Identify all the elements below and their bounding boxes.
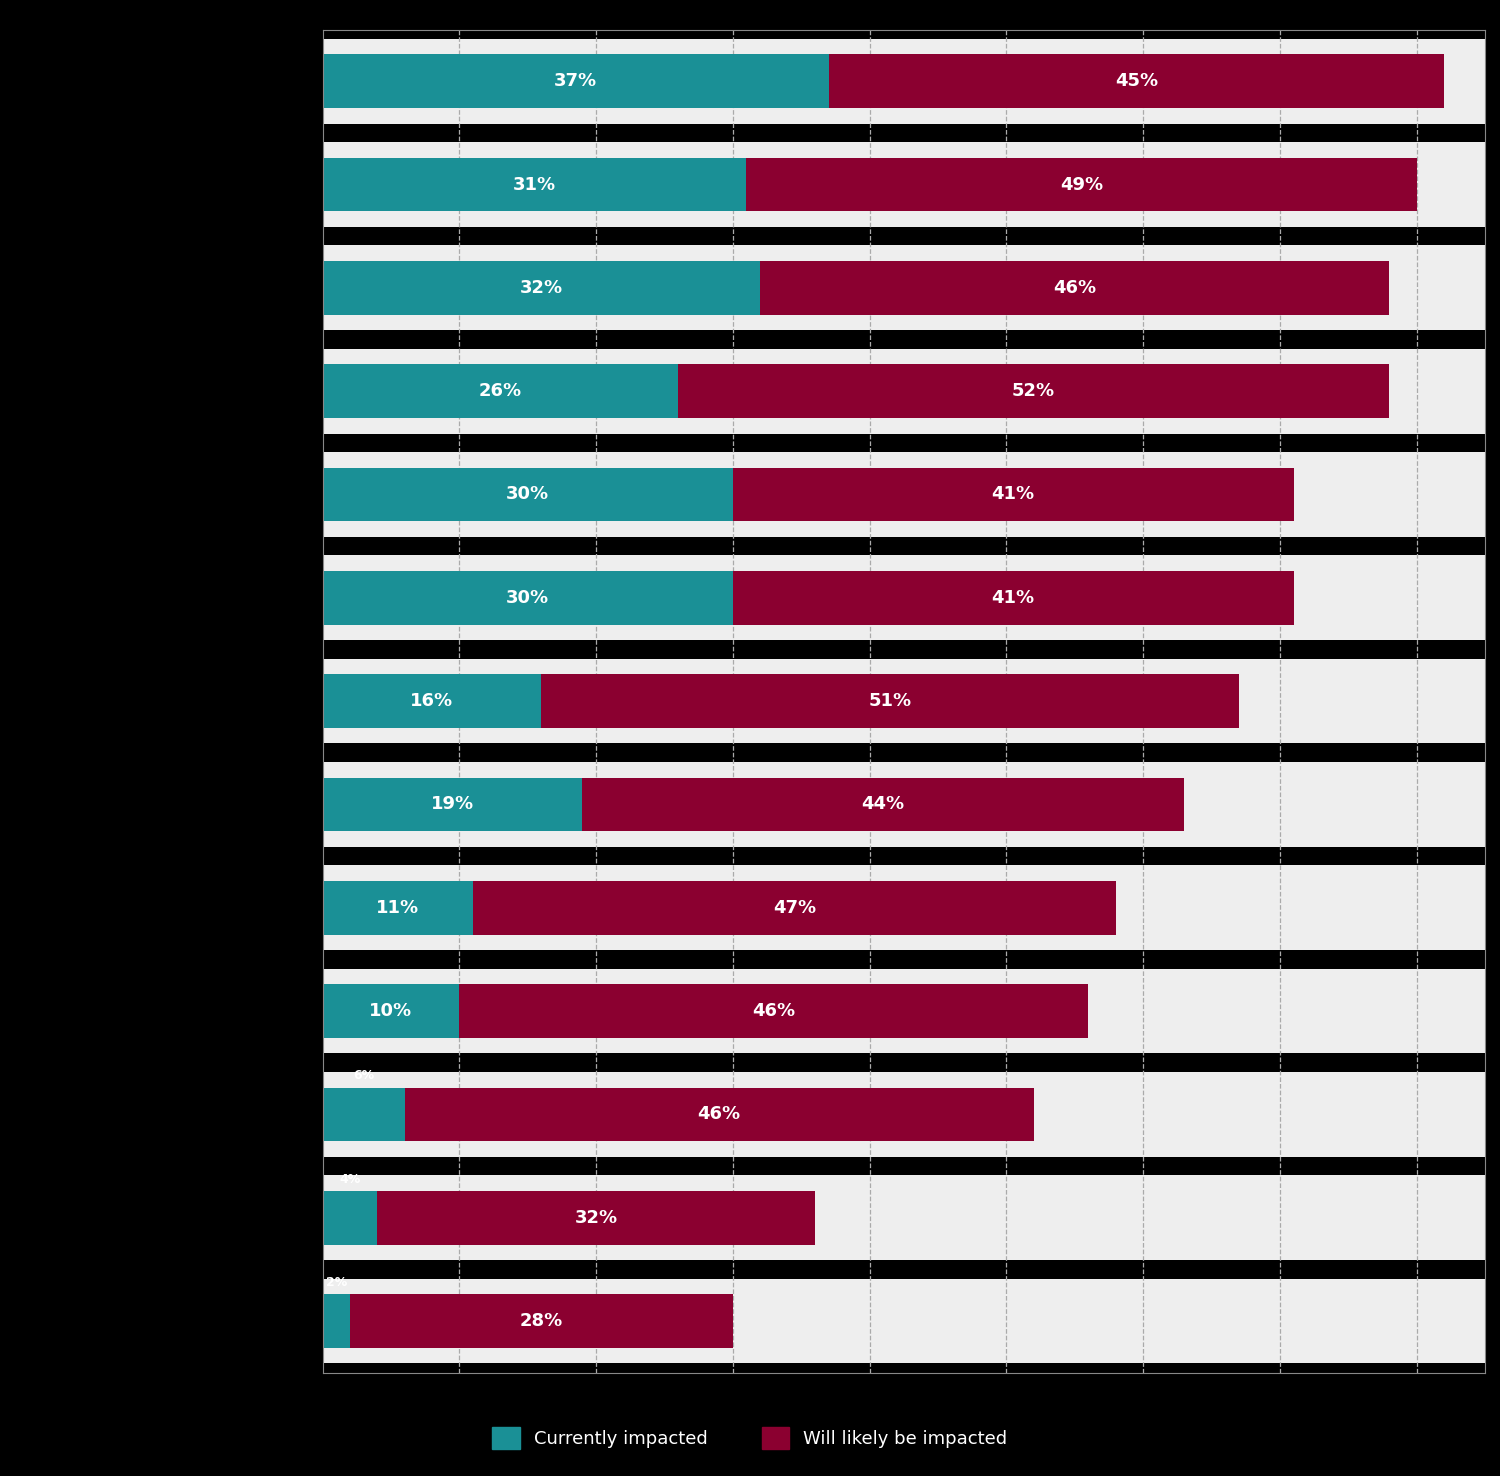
Text: 28%: 28% xyxy=(519,1312,562,1330)
Bar xyxy=(678,365,1389,418)
Text: 51%: 51% xyxy=(868,692,912,710)
Text: 10%: 10% xyxy=(369,1002,413,1020)
Bar xyxy=(322,158,747,211)
Bar xyxy=(322,55,828,108)
Bar xyxy=(322,38,1485,124)
Bar xyxy=(582,778,1184,831)
Text: 2%: 2% xyxy=(326,1275,346,1289)
Text: 6%: 6% xyxy=(352,1069,374,1082)
Text: 41%: 41% xyxy=(992,589,1035,607)
Text: 37%: 37% xyxy=(554,72,597,90)
Bar xyxy=(322,468,734,521)
Bar xyxy=(376,1191,814,1244)
Text: 16%: 16% xyxy=(411,692,453,710)
Bar xyxy=(322,762,1485,847)
Bar xyxy=(322,881,472,934)
Bar xyxy=(734,571,1293,624)
Text: 49%: 49% xyxy=(1060,176,1102,193)
Text: 4%: 4% xyxy=(339,1172,360,1185)
Bar xyxy=(322,778,582,831)
Text: 26%: 26% xyxy=(478,382,522,400)
Text: 19%: 19% xyxy=(430,796,474,813)
Text: 46%: 46% xyxy=(698,1106,741,1123)
Bar xyxy=(747,158,1416,211)
Bar xyxy=(322,1278,1485,1364)
Bar xyxy=(734,468,1293,521)
Bar xyxy=(350,1294,734,1348)
Bar xyxy=(322,984,459,1038)
Bar xyxy=(472,881,1116,934)
Bar xyxy=(760,261,1389,314)
Bar xyxy=(322,1088,405,1141)
Text: 31%: 31% xyxy=(513,176,556,193)
Text: 32%: 32% xyxy=(574,1209,618,1227)
Bar xyxy=(322,675,542,728)
Bar xyxy=(322,348,1485,434)
Bar xyxy=(322,555,1485,641)
Bar xyxy=(322,571,734,624)
Bar xyxy=(322,142,1485,227)
Bar xyxy=(322,452,1485,537)
Bar xyxy=(459,984,1089,1038)
Text: 46%: 46% xyxy=(753,1002,795,1020)
Text: 30%: 30% xyxy=(506,486,549,503)
Bar xyxy=(828,55,1444,108)
Text: 47%: 47% xyxy=(772,899,816,917)
Text: 41%: 41% xyxy=(992,486,1035,503)
Bar xyxy=(322,261,760,314)
Text: 44%: 44% xyxy=(861,796,904,813)
Bar xyxy=(322,365,678,418)
Bar xyxy=(322,1072,1485,1157)
Text: 45%: 45% xyxy=(1114,72,1158,90)
Bar xyxy=(322,865,1485,951)
Bar xyxy=(322,1175,1485,1261)
Text: 52%: 52% xyxy=(1013,382,1054,400)
Bar xyxy=(405,1088,1034,1141)
Bar xyxy=(322,1294,350,1348)
Bar xyxy=(322,658,1485,744)
Text: 30%: 30% xyxy=(506,589,549,607)
Text: 11%: 11% xyxy=(376,899,420,917)
Bar xyxy=(322,245,1485,331)
Bar xyxy=(322,968,1485,1054)
Bar xyxy=(542,675,1239,728)
Legend: Currently impacted, Will likely be impacted: Currently impacted, Will likely be impac… xyxy=(484,1420,1016,1455)
Text: 32%: 32% xyxy=(520,279,562,297)
Text: 46%: 46% xyxy=(1053,279,1096,297)
Bar xyxy=(322,1191,376,1244)
